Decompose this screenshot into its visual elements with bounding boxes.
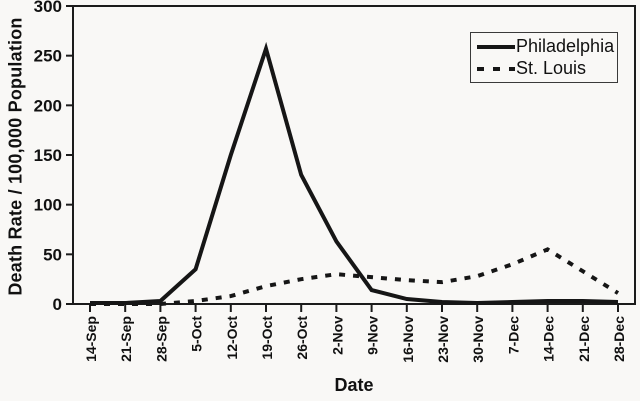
- x-tick-label: 21-Sep: [118, 316, 134, 362]
- solid-line-swatch: [477, 44, 515, 49]
- x-tick-label: 2-Nov: [329, 316, 345, 355]
- x-tick-label: 12-Oct: [224, 316, 240, 360]
- legend-item-philadelphia: Philadelphia: [477, 36, 615, 57]
- x-tick-label: 14-Dec: [541, 316, 557, 362]
- dashed-line-swatch: [477, 66, 515, 71]
- x-tick-label: 19-Oct: [259, 316, 275, 360]
- y-tick-label: 0: [53, 295, 62, 314]
- x-tick-label: 5-Oct: [189, 316, 205, 352]
- legend-label-st-louis: St. Louis: [516, 58, 587, 78]
- y-tick-label: 200: [34, 96, 62, 115]
- y-tick-label: 150: [34, 146, 62, 165]
- x-tick-label: 26-Oct: [294, 316, 310, 360]
- y-tick-label: 250: [34, 47, 62, 66]
- series-line-st-louis: [90, 247, 620, 306]
- legend-box: Philadelphia St. Louis: [470, 32, 618, 83]
- x-tick-label: 9-Nov: [365, 316, 381, 355]
- x-tick-label: 23-Nov: [435, 316, 451, 363]
- legend-item-st-louis: St. Louis: [477, 58, 613, 79]
- x-tick-label: 14-Sep: [83, 316, 99, 362]
- x-axis-title: Date: [334, 375, 374, 395]
- x-tick-label: 7-Dec: [505, 316, 521, 354]
- series-line-philadelphia: [90, 41, 619, 306]
- legend-label-philadelphia: Philadelphia: [516, 36, 615, 56]
- y-tick-label: 300: [34, 0, 62, 16]
- x-tick-label: 28-Dec: [611, 316, 627, 362]
- y-tick-label: 100: [34, 196, 62, 215]
- y-tick-label: 50: [43, 245, 62, 264]
- x-tick-label: 28-Sep: [153, 316, 169, 362]
- x-tick-label: 21-Dec: [576, 316, 592, 362]
- x-tick-label: 16-Nov: [400, 316, 416, 363]
- y-axis-title: Death Rate / 100,000 Population: [5, 17, 26, 296]
- x-tick-label: 30-Nov: [470, 316, 486, 363]
